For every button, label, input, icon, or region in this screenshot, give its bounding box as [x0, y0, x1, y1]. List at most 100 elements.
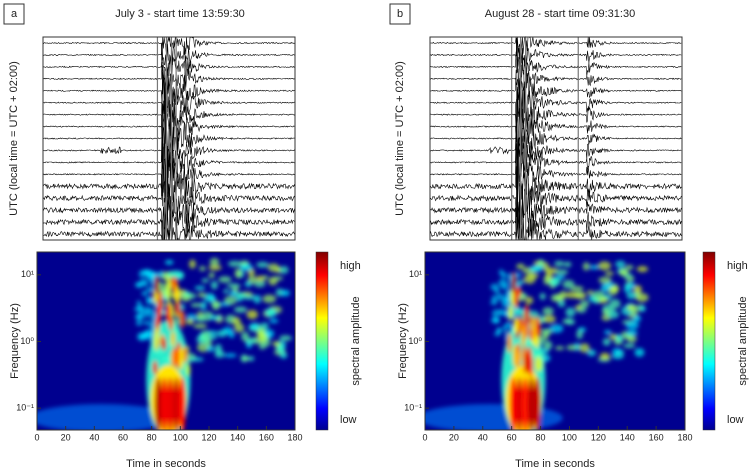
spectral-blob [615, 260, 626, 268]
spectral-blob [277, 345, 285, 353]
trace [43, 92, 296, 154]
spectral-blob [166, 377, 174, 430]
spectral-blob [525, 296, 534, 305]
trace [42, 127, 296, 187]
spectral-blob [210, 280, 218, 290]
spectral-blob [514, 272, 522, 279]
spectral-blob [602, 337, 611, 346]
spectral-blob [200, 301, 207, 311]
trace [42, 155, 296, 218]
spectral-blob [632, 314, 641, 323]
y-tick-label: 10¹ [21, 269, 34, 279]
spectral-blob [498, 269, 504, 276]
spectral-blob [582, 262, 590, 271]
spectral-blob [190, 357, 204, 362]
trace [429, 51, 682, 81]
trace [429, 139, 682, 206]
spectral-blob [199, 266, 206, 272]
spectral-blob [137, 335, 147, 341]
trace [42, 84, 296, 150]
spectral-blob [550, 294, 562, 302]
spectral-blob [521, 324, 527, 347]
trace [42, 127, 296, 184]
spectral-blob [511, 271, 517, 294]
spectral-blob [549, 277, 561, 286]
trace [42, 41, 296, 67]
trace [429, 86, 682, 143]
spectral-blob [611, 348, 623, 355]
colorbar-label: spectral amplitude [350, 296, 362, 385]
spectral-blob [496, 327, 502, 334]
spectrogram-blobs [425, 259, 649, 430]
spectral-blob [214, 343, 222, 354]
spectral-blob [142, 320, 151, 326]
spectrogram-image [425, 252, 685, 430]
spectral-blob [193, 323, 208, 329]
y-axis-label: UTC (local time = UTC + 02:00) [394, 61, 406, 216]
spectral-blob [179, 310, 185, 329]
spectral-blob [154, 274, 160, 294]
spectral-blob [182, 346, 188, 363]
spectral-blob [179, 289, 186, 295]
spectral-blob [639, 305, 646, 312]
spectral-blob [141, 290, 149, 297]
spectral-blob [564, 291, 578, 299]
panel-label-box [389, 3, 411, 25]
x-tick-label: 160 [259, 432, 274, 442]
spectral-blob [507, 272, 513, 280]
spectral-blob [609, 298, 621, 309]
spectral-blob [554, 260, 565, 267]
spectral-blob [153, 326, 159, 351]
spectral-blob [535, 316, 541, 337]
spectral-blob [624, 282, 636, 290]
spectral-blob [190, 302, 203, 308]
spectral-blob [602, 309, 610, 315]
spectral-blob [160, 377, 168, 430]
x-tick-label: 140 [620, 432, 635, 442]
spectral-blob [549, 324, 564, 333]
spectral-blob [262, 294, 277, 304]
spectral-blob [137, 304, 144, 311]
spectral-blob [513, 289, 519, 310]
spectral-blob [170, 349, 176, 367]
spectral-blob [208, 264, 222, 271]
spectral-blob [623, 343, 636, 349]
spectral-blob [187, 293, 197, 299]
x-tick-label: 40 [89, 432, 99, 442]
spectral-blob [618, 268, 629, 276]
trace [429, 130, 682, 190]
x-tick-label: 20 [61, 432, 71, 442]
spectral-blob [209, 257, 220, 267]
spectral-blob [570, 285, 584, 292]
colorbar [315, 251, 329, 431]
trace [429, 36, 682, 60]
spectral-blob [206, 345, 215, 352]
spectral-blob [529, 326, 535, 342]
spectral-blob [170, 331, 176, 348]
x-tick-label: 180 [677, 432, 692, 442]
spectral-blob [490, 316, 499, 324]
spectral-blob [503, 295, 509, 302]
colorbar [702, 251, 716, 431]
spectral-blob [185, 363, 191, 377]
spectral-blob [156, 301, 162, 325]
spectral-blob [279, 335, 292, 342]
trace [429, 183, 682, 241]
spectral-blob [530, 265, 545, 271]
spectral-blob [143, 306, 151, 312]
x-tick-label: 100 [562, 432, 577, 442]
spectral-blob [543, 275, 551, 286]
spectral-blob [626, 304, 637, 311]
spectral-blob [490, 300, 498, 306]
trace [429, 123, 682, 172]
spectral-blob [280, 289, 290, 297]
spectral-blob [152, 360, 158, 375]
spectral-blob [542, 307, 554, 316]
spectral-blob [37, 404, 174, 430]
spectral-blob [135, 320, 143, 326]
trace [42, 48, 296, 78]
trace [429, 194, 682, 241]
spectral-blob [543, 315, 556, 324]
spectral-blob [555, 346, 565, 351]
spectral-blob [166, 270, 178, 278]
